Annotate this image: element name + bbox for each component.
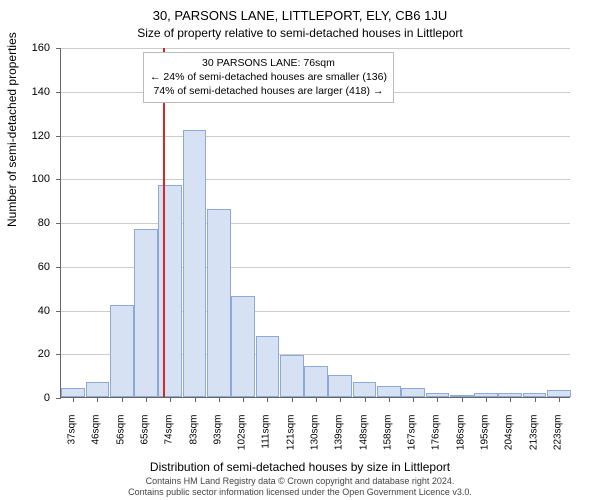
x-tick-label: 148sqm — [358, 415, 369, 465]
bar — [134, 229, 158, 397]
main-title: 30, PARSONS LANE, LITTLEPORT, ELY, CB6 1… — [0, 0, 600, 23]
x-tick-label: 139sqm — [334, 415, 345, 465]
y-tick-mark — [56, 223, 61, 224]
bar — [304, 366, 328, 397]
x-tick-label: 93sqm — [212, 415, 223, 465]
x-tick-mark — [510, 397, 511, 402]
y-tick-label: 120 — [0, 130, 54, 142]
bar — [158, 185, 182, 397]
x-tick-mark — [292, 397, 293, 402]
bar — [110, 305, 134, 397]
y-tick-mark — [56, 136, 61, 137]
x-tick-mark — [365, 397, 366, 402]
sub-title: Size of property relative to semi-detach… — [0, 23, 600, 40]
footer: Contains HM Land Registry data © Crown c… — [0, 476, 600, 498]
y-tick-label: 140 — [0, 86, 54, 98]
x-tick-mark — [559, 397, 560, 402]
annotation-line-3: 74% of semi-detached houses are larger (… — [150, 84, 387, 98]
x-tick-mark — [146, 397, 147, 402]
x-tick-label: 195sqm — [480, 415, 491, 465]
x-tick-label: 176sqm — [431, 415, 442, 465]
y-tick-mark — [56, 267, 61, 268]
annotation-box: 30 PARSONS LANE: 76sqm← 24% of semi-deta… — [143, 52, 394, 103]
bar — [207, 209, 231, 397]
bar — [328, 375, 352, 397]
x-tick-mark — [195, 397, 196, 402]
y-tick-label: 80 — [0, 217, 54, 229]
y-tick-mark — [56, 311, 61, 312]
bar — [377, 386, 401, 397]
x-tick-mark — [413, 397, 414, 402]
x-tick-mark — [170, 397, 171, 402]
x-tick-mark — [437, 397, 438, 402]
x-tick-label: 121sqm — [285, 415, 296, 465]
x-tick-label: 186sqm — [455, 415, 466, 465]
x-tick-mark — [219, 397, 220, 402]
x-tick-label: 204sqm — [504, 415, 515, 465]
x-tick-label: 74sqm — [164, 415, 175, 465]
x-tick-mark — [316, 397, 317, 402]
x-tick-label: 65sqm — [140, 415, 151, 465]
x-tick-label: 158sqm — [382, 415, 393, 465]
x-tick-mark — [340, 397, 341, 402]
x-tick-mark — [267, 397, 268, 402]
x-tick-label: 37sqm — [67, 415, 78, 465]
x-tick-label: 111sqm — [261, 415, 272, 465]
x-tick-label: 167sqm — [407, 415, 418, 465]
footer-line-2: Contains public sector information licen… — [0, 487, 600, 498]
x-tick-mark — [535, 397, 536, 402]
x-tick-mark — [462, 397, 463, 402]
bar — [231, 296, 255, 397]
y-tick-mark — [56, 354, 61, 355]
x-tick-label: 102sqm — [237, 415, 248, 465]
bar — [353, 382, 377, 397]
annotation-line-1: 30 PARSONS LANE: 76sqm — [150, 56, 387, 70]
x-tick-label: 46sqm — [91, 415, 102, 465]
grid-line — [61, 136, 570, 137]
y-tick-mark — [56, 92, 61, 93]
bar — [280, 355, 304, 397]
bar — [401, 388, 425, 397]
x-tick-mark — [122, 397, 123, 402]
x-tick-label: 130sqm — [310, 415, 321, 465]
bar — [183, 130, 207, 397]
y-tick-label: 100 — [0, 173, 54, 185]
grid-line — [61, 179, 570, 180]
plot-area: 30 PARSONS LANE: 76sqm← 24% of semi-deta… — [60, 48, 570, 398]
x-tick-mark — [73, 397, 74, 402]
bar — [256, 336, 280, 397]
x-tick-label: 213sqm — [528, 415, 539, 465]
y-tick-mark — [56, 398, 61, 399]
x-tick-mark — [97, 397, 98, 402]
y-tick-label: 160 — [0, 42, 54, 54]
bar — [61, 388, 85, 397]
y-tick-label: 0 — [0, 392, 54, 404]
x-tick-mark — [486, 397, 487, 402]
y-tick-label: 60 — [0, 261, 54, 273]
grid-line — [61, 223, 570, 224]
footer-line-1: Contains HM Land Registry data © Crown c… — [0, 476, 600, 487]
x-tick-label: 56sqm — [115, 415, 126, 465]
grid-line — [61, 48, 570, 49]
y-tick-label: 20 — [0, 348, 54, 360]
annotation-line-2: ← 24% of semi-detached houses are smalle… — [150, 70, 387, 84]
bar — [86, 382, 110, 397]
y-tick-mark — [56, 179, 61, 180]
x-tick-label: 223sqm — [552, 415, 563, 465]
x-tick-label: 83sqm — [188, 415, 199, 465]
y-tick-label: 40 — [0, 305, 54, 317]
y-tick-mark — [56, 48, 61, 49]
x-tick-mark — [243, 397, 244, 402]
x-tick-mark — [389, 397, 390, 402]
